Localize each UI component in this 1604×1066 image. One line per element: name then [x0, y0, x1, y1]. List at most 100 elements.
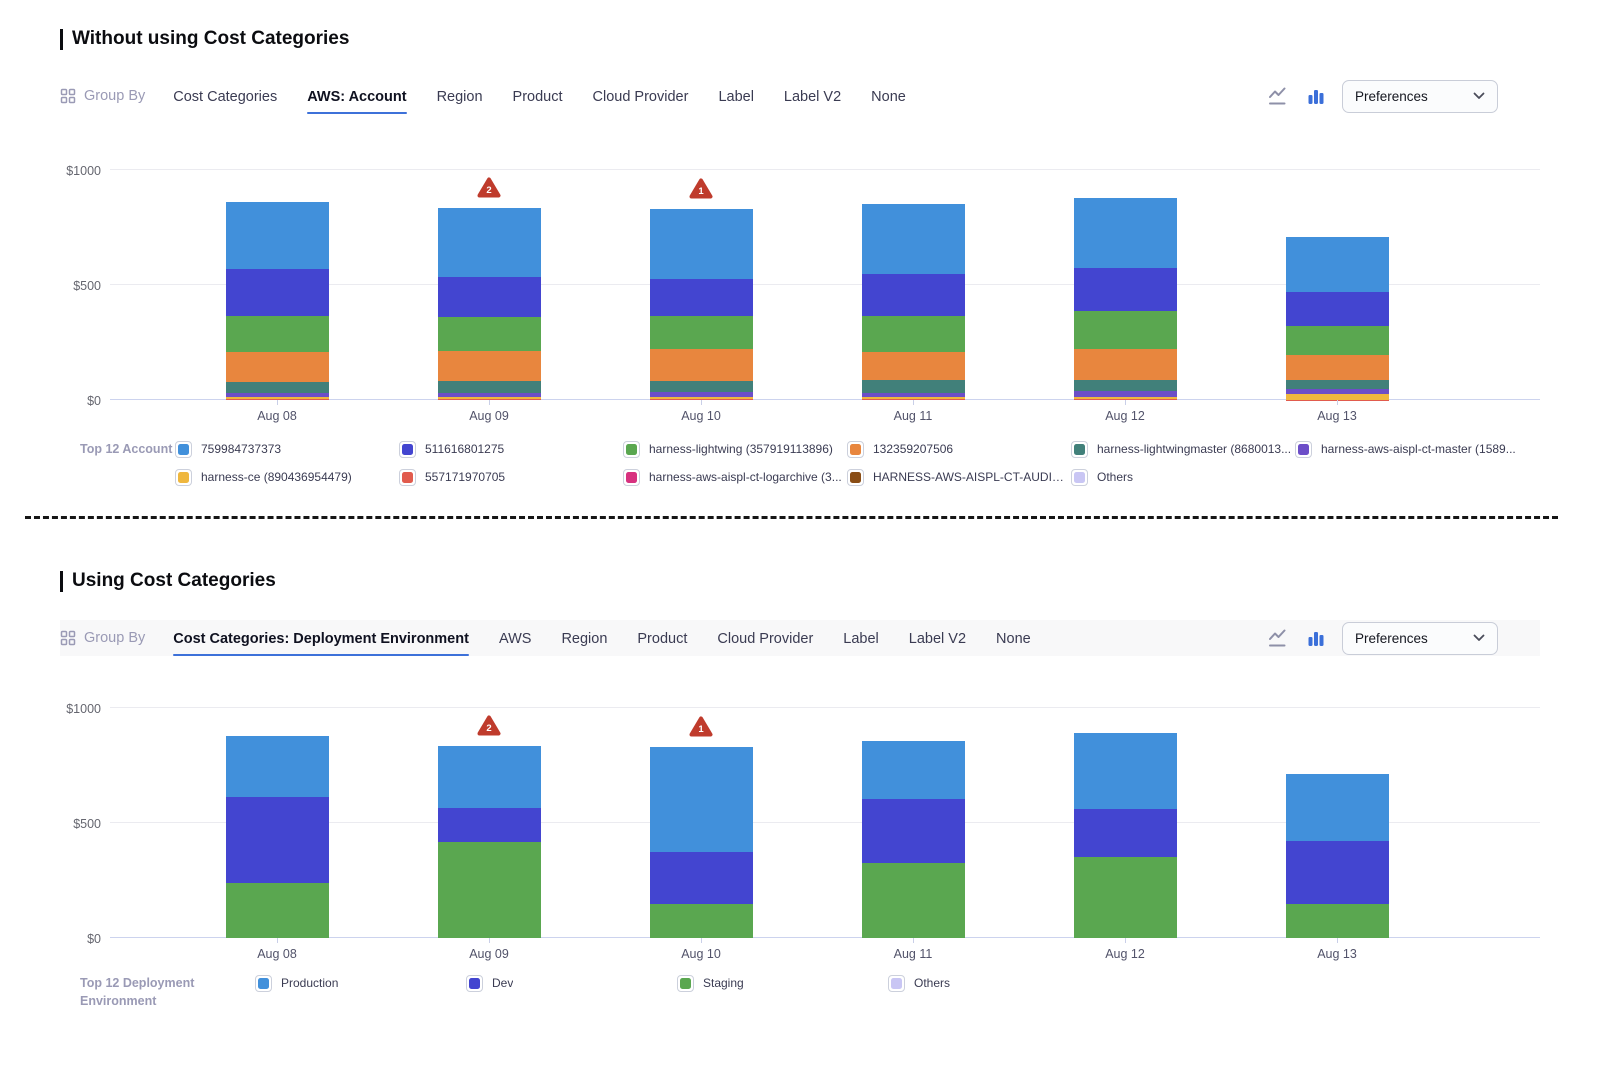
segment-staging[interactable]: [1073, 857, 1177, 938]
segment-511616801275[interactable]: [437, 277, 541, 317]
segment-staging[interactable]: [437, 841, 541, 938]
segment-staging[interactable]: [225, 882, 329, 938]
segment-harness-ce-890436954479[interactable]: [1073, 396, 1177, 400]
stacked-bar-aug-09[interactable]: [437, 746, 541, 938]
segment-759984737373[interactable]: [649, 208, 753, 279]
tab-aws[interactable]: AWS: [499, 622, 532, 654]
tab-label-v2[interactable]: Label V2: [909, 622, 966, 654]
segment-staging[interactable]: [649, 904, 753, 938]
anomaly-badge[interactable]: 1: [689, 178, 713, 199]
segment-harness-lightwingmaster-8680013[interactable]: [1285, 380, 1389, 390]
segment-production[interactable]: [1073, 733, 1177, 810]
segment-557171970705[interactable]: [1073, 399, 1177, 400]
tab-label[interactable]: Label: [843, 622, 878, 654]
segment-harness-lightwing-357919113896[interactable]: [437, 316, 541, 352]
segment-harness-aws-aispl-ct-master-1589[interactable]: [1073, 391, 1177, 397]
segment-759984737373[interactable]: [225, 201, 329, 270]
bar-chart-icon[interactable]: [1307, 629, 1325, 647]
segment-132359207506[interactable]: [1285, 355, 1389, 381]
segment-557171970705[interactable]: [225, 399, 329, 400]
bar-chart-icon[interactable]: [1307, 87, 1325, 105]
segment-511616801275[interactable]: [861, 273, 965, 316]
segment-132359207506[interactable]: [225, 352, 329, 382]
preferences-dropdown[interactable]: Preferences: [1342, 621, 1498, 655]
legend-item-others[interactable]: Others: [1071, 468, 1295, 486]
segment-harness-ce-890436954479[interactable]: [1285, 393, 1389, 400]
segment-harness-lightwing-357919113896[interactable]: [225, 316, 329, 353]
segment-production[interactable]: [437, 746, 541, 809]
stacked-bar-aug-11[interactable]: [861, 203, 965, 400]
segment-dev[interactable]: [437, 808, 541, 842]
line-chart-icon[interactable]: [1268, 629, 1290, 647]
segment-staging[interactable]: [1285, 904, 1389, 938]
segment-harness-aws-aispl-ct-master-1589[interactable]: [861, 393, 965, 398]
stacked-bar-aug-10[interactable]: [649, 747, 753, 938]
segment-759984737373[interactable]: [437, 207, 541, 278]
segment-harness-lightwing-357919113896[interactable]: [649, 315, 753, 349]
tab-cloud-provider[interactable]: Cloud Provider: [717, 622, 813, 654]
tab-cloud-provider[interactable]: Cloud Provider: [593, 80, 689, 112]
segment-dev[interactable]: [861, 798, 965, 864]
legend-item-759984737373[interactable]: 759984737373: [175, 440, 399, 458]
tab-cost-categories[interactable]: Cost Categories: [173, 80, 277, 112]
tab-none[interactable]: None: [996, 622, 1031, 654]
segment-harness-lightwingmaster-8680013[interactable]: [1073, 380, 1177, 392]
preferences-dropdown[interactable]: Preferences: [1342, 79, 1498, 113]
tab-region[interactable]: Region: [561, 622, 607, 654]
tab-label[interactable]: Label: [718, 80, 753, 112]
segment-511616801275[interactable]: [1285, 292, 1389, 326]
legend-item-staging[interactable]: Staging: [677, 974, 888, 992]
anomaly-badge[interactable]: 2: [477, 715, 501, 736]
segment-harness-ce-890436954479[interactable]: [861, 397, 965, 400]
tab-region[interactable]: Region: [437, 80, 483, 112]
segment-harness-lightwing-357919113896[interactable]: [1073, 310, 1177, 349]
segment-557171970705[interactable]: [437, 399, 541, 400]
segment-harness-lightwingmaster-8680013[interactable]: [649, 380, 753, 392]
segment-harness-ce-890436954479[interactable]: [225, 397, 329, 400]
stacked-bar-aug-12[interactable]: [1073, 197, 1177, 400]
segment-harness-lightwing-357919113896[interactable]: [861, 315, 965, 352]
segment-harness-lightwingmaster-8680013[interactable]: [861, 380, 965, 394]
legend-item-132359207506[interactable]: 132359207506: [847, 440, 1071, 458]
segment-557171970705[interactable]: [861, 399, 965, 400]
stacked-bar-aug-11[interactable]: [861, 741, 965, 938]
segment-132359207506[interactable]: [649, 348, 753, 381]
stacked-bar-aug-13[interactable]: [1285, 236, 1389, 400]
segment-dev[interactable]: [1285, 840, 1389, 905]
segment-harness-aws-aispl-ct-master-1589[interactable]: [225, 392, 329, 398]
stacked-bar-aug-08[interactable]: [225, 736, 329, 938]
tab-product[interactable]: Product: [637, 622, 687, 654]
legend-item-others[interactable]: Others: [888, 974, 1099, 992]
line-chart-icon[interactable]: [1268, 87, 1290, 105]
segment-production[interactable]: [861, 741, 965, 799]
segment-759984737373[interactable]: [861, 203, 965, 274]
segment-harness-aws-aispl-ct-master-1589[interactable]: [1285, 389, 1389, 394]
segment-511616801275[interactable]: [225, 269, 329, 317]
tab-product[interactable]: Product: [513, 80, 563, 112]
segment-production[interactable]: [649, 747, 753, 852]
segment-511616801275[interactable]: [1073, 267, 1177, 311]
legend-item-harness-aws-aispl-ct-master-1589[interactable]: harness-aws-aispl-ct-master (1589...: [1295, 440, 1519, 458]
segment-harness-ce-890436954479[interactable]: [437, 396, 541, 400]
segment-511616801275[interactable]: [649, 278, 753, 316]
anomaly-badge[interactable]: 1: [689, 716, 713, 737]
legend-item-harness-lightwingmaster-8680013[interactable]: harness-lightwingmaster (8680013...: [1071, 440, 1295, 458]
segment-132359207506[interactable]: [861, 351, 965, 381]
legend-item-dev[interactable]: Dev: [466, 974, 677, 992]
segment-harness-lightwingmaster-8680013[interactable]: [225, 381, 329, 393]
segment-harness-aws-aispl-ct-master-1589[interactable]: [649, 391, 753, 397]
legend-item-harness-lightwing-357919113896[interactable]: harness-lightwing (357919113896): [623, 440, 847, 458]
segment-harness-ce-890436954479[interactable]: [649, 396, 753, 400]
segment-dev[interactable]: [225, 796, 329, 883]
segment-557171970705[interactable]: [1285, 399, 1389, 400]
tab-label-v2[interactable]: Label V2: [784, 80, 841, 112]
segment-759984737373[interactable]: [1285, 236, 1389, 293]
stacked-bar-aug-12[interactable]: [1073, 733, 1177, 938]
segment-harness-lightwing-357919113896[interactable]: [1285, 325, 1389, 356]
segment-dev[interactable]: [1073, 809, 1177, 857]
tab-aws-account[interactable]: AWS: Account: [307, 80, 407, 114]
anomaly-badge[interactable]: 2: [477, 177, 501, 198]
stacked-bar-aug-08[interactable]: [225, 201, 329, 400]
legend-item-557171970705[interactable]: 557171970705: [399, 468, 623, 486]
segment-132359207506[interactable]: [437, 351, 541, 382]
